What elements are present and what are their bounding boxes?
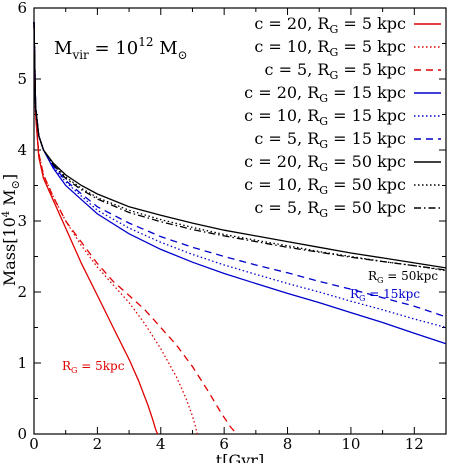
- legend-entry-label: c = 10, RG = 50 kpc: [244, 175, 406, 197]
- legend-entry-label: c = 20, RG = 5 kpc: [254, 14, 406, 36]
- y-tick-label: 6: [17, 0, 27, 17]
- y-tick-label: 3: [17, 212, 27, 230]
- legend-entry-label: c = 20, RG = 15 kpc: [244, 83, 406, 105]
- y-tick-label: 1: [17, 354, 27, 372]
- legend-entry-label: c = 5, RG = 5 kpc: [265, 60, 407, 82]
- x-tick-label: 0: [29, 435, 39, 453]
- y-tick-label: 0: [17, 425, 27, 443]
- x-tick-label: 4: [156, 435, 166, 453]
- chart-title: Mvir = 1012 M⊙: [54, 35, 188, 62]
- y-tick-label: 2: [17, 283, 27, 301]
- y-tick-label: 4: [17, 141, 27, 159]
- annotation-ann5: RG = 5kpc: [62, 359, 125, 375]
- series-line-1: [33, 22, 159, 435]
- x-tick-label: 8: [283, 435, 293, 453]
- legend-entry-label: c = 10, RG = 15 kpc: [244, 106, 406, 128]
- axis-ticks: [33, 7, 446, 435]
- legend-entry-label: c = 5, RG = 50 kpc: [254, 198, 406, 220]
- x-tick-label: 12: [405, 435, 424, 453]
- legend-entry-label: c = 20, RG = 50 kpc: [244, 152, 406, 174]
- series-line-8: [33, 22, 447, 272]
- series-line-6: [33, 22, 447, 318]
- series-line-2: [33, 22, 198, 435]
- annotation-ann50: RG = 50kpc: [368, 269, 438, 285]
- x-tick-label: 6: [219, 435, 229, 453]
- series-line-3: [33, 22, 238, 435]
- x-tick-label: 10: [341, 435, 360, 453]
- series-layer: [33, 22, 447, 435]
- x-axis-label: t[Gyr]: [216, 451, 264, 463]
- x-tick-label: 2: [93, 435, 103, 453]
- y-axis-label: Mass[104 M⊙]: [0, 174, 22, 286]
- y-tick-label: 5: [17, 70, 27, 88]
- legend-entry-label: c = 10, RG = 5 kpc: [254, 37, 406, 59]
- annotation-ann15: RG = 15kpc: [350, 287, 420, 303]
- legend-entry-label: c = 5, RG = 15 kpc: [254, 129, 406, 151]
